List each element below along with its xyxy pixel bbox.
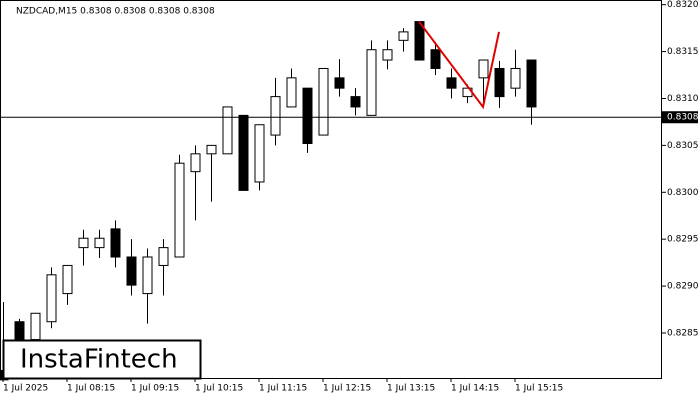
y-tick-label: 0.8300: [667, 188, 699, 198]
candle-body: [110, 228, 121, 258]
x-tick-label: 1 Jul 15:15: [515, 384, 563, 394]
y-tick-label: 0.8285: [667, 328, 699, 338]
candle-body: [350, 96, 361, 108]
x-tick-label: 1 Jul 12:15: [323, 384, 371, 394]
watermark-box: [2, 339, 202, 380]
plot-frame: [0, 0, 662, 379]
candle-body: [62, 264, 73, 295]
y-tick-label: 0.8295: [667, 235, 699, 245]
candle-body: [318, 67, 329, 136]
x-tick-label: 1 Jul 08:15: [67, 384, 115, 394]
chart-title: NZDCAD,M15 0.8308 0.8308 0.8308 0.8308: [16, 7, 215, 17]
y-tick-label: 0.8315: [667, 47, 699, 57]
watermark: InstaFintech: [20, 345, 178, 375]
candle-body: [126, 256, 137, 286]
candle-body: [366, 49, 377, 116]
y-tick-label: 0.8290: [667, 282, 699, 292]
candle-body: [254, 124, 265, 183]
candle-body: [446, 77, 457, 89]
price-label-box: [662, 111, 698, 124]
candle-body: [238, 114, 249, 191]
x-tick-label: 1 Jul 2025: [3, 384, 48, 394]
y-tick-label: 0.8320: [667, 0, 699, 10]
x-tick-label: 1 Jul 09:15: [131, 384, 179, 394]
candle-body: [190, 153, 201, 173]
x-tick-label: 1 Jul 13:15: [387, 384, 435, 394]
x-tick-label: 1 Jul 11:15: [259, 384, 307, 394]
candle-body: [526, 59, 537, 108]
y-tick-label: 0.8305: [667, 141, 699, 151]
candle-body: [158, 247, 169, 266]
candle-body: [206, 144, 217, 155]
candle-body: [94, 237, 105, 249]
candle-body: [302, 87, 313, 145]
candle-body: [430, 49, 441, 69]
candle-body: [398, 31, 409, 41]
candle-body: [30, 312, 41, 341]
candle-body: [270, 96, 281, 136]
candle-body: [174, 162, 185, 258]
candle-body: [222, 106, 233, 155]
pattern-line: [418, 20, 500, 110]
price-label: 0.8308: [667, 113, 699, 123]
x-tick-label: 1 Jul 14:15: [451, 384, 499, 394]
candle-body: [78, 237, 89, 249]
candle-body: [510, 67, 521, 89]
candle-body: [286, 77, 297, 108]
candle-body: [334, 77, 345, 89]
candle-body: [142, 256, 153, 295]
y-tick-label: 0.8310: [667, 94, 699, 104]
candle-body: [494, 67, 505, 98]
candle-body: [382, 49, 393, 61]
x-tick-label: 1 Jul 10:15: [195, 384, 243, 394]
candle-body: [14, 321, 25, 341]
candle-body: [46, 274, 57, 323]
candle-body: [478, 59, 489, 79]
